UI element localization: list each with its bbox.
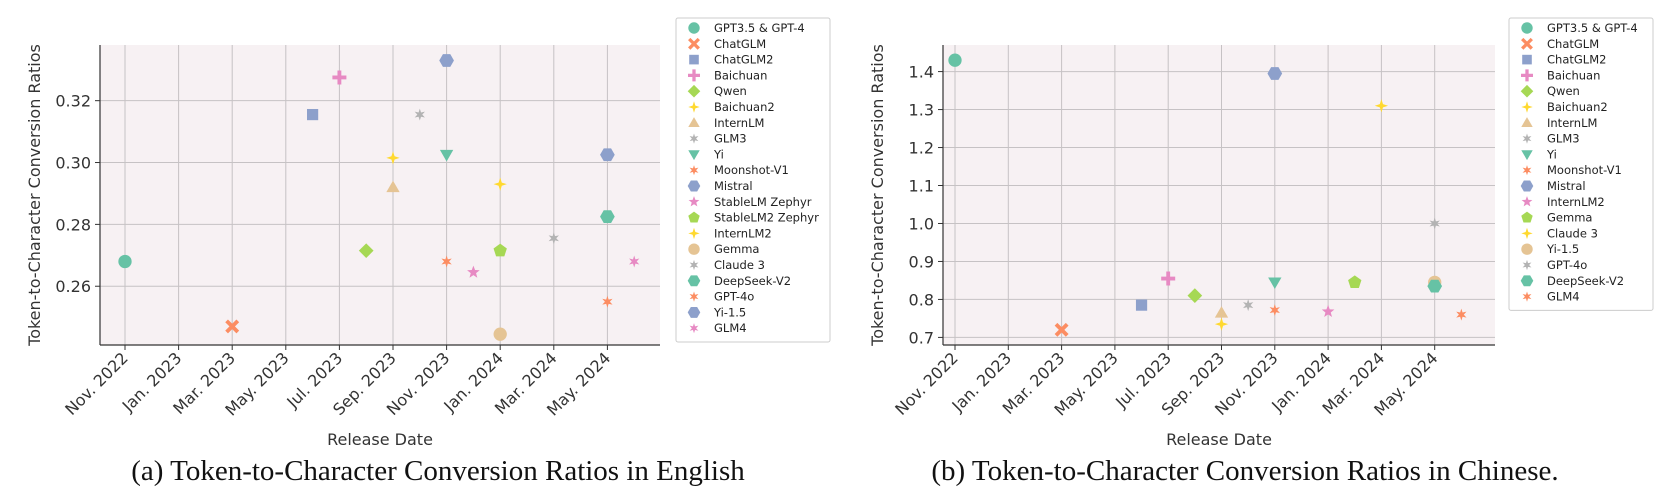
data-point-gemma: [494, 328, 507, 341]
y-tick-label: 0.8: [909, 290, 934, 309]
y-tick-label: 0.26: [55, 277, 91, 296]
legend-label: Claude 3: [1547, 226, 1598, 240]
legend-label: StableLM2 Zephyr: [714, 211, 819, 225]
x-axis-label-chinese: Release Date: [1166, 430, 1272, 449]
legend-label: InternLM2: [1547, 195, 1605, 209]
legend-marker-gpt3-5-gpt-4: [1521, 22, 1532, 33]
legend-label: GPT-4o: [1547, 258, 1587, 272]
legend-marker-yi-1-5: [1521, 244, 1532, 255]
legend-marker-chatglm2: [1522, 55, 1532, 65]
legend-label: Gemma: [714, 242, 759, 256]
y-tick-label: 1.3: [909, 101, 934, 120]
legend-label: Claude 3: [714, 258, 765, 272]
legend-label: DeepSeek-V2: [714, 274, 791, 288]
x-tick-label: Nov. 2022: [61, 348, 132, 419]
caption-english: (a) Token-to-Character Conversion Ratios…: [131, 455, 745, 487]
legend-label: GPT3.5 & GPT-4: [714, 21, 805, 35]
y-tick-label: 1.2: [909, 139, 934, 158]
data-point-chatglm2: [1136, 300, 1147, 311]
plot-area-english: [100, 45, 660, 345]
legend-label: Yi-1.5: [1546, 242, 1579, 256]
legend-label: GPT-4o: [714, 290, 754, 304]
legend-label: GPT3.5 & GPT-4: [1547, 21, 1638, 35]
legend-label: Yi: [1546, 147, 1557, 161]
legend-label: Gemma: [1547, 211, 1592, 225]
y-tick-label: 1.1: [909, 177, 934, 196]
legend-label: InternLM: [1547, 116, 1597, 130]
y-axis-label-english: Token-to-Character Conversion Ratios: [25, 44, 44, 347]
legend-english: GPT3.5 & GPT-4 ChatGLM ChatGLM2Baichuan Qwe…: [676, 18, 830, 342]
caption-chinese: (b) Token-to-Character Conversion Ratios…: [931, 455, 1558, 487]
legend-label: Baichuan2: [714, 100, 775, 114]
y-tick-label: 0.7: [909, 328, 934, 347]
legend-label: Yi: [713, 147, 724, 161]
legend-label: Moonshot-V1: [714, 163, 789, 177]
legend-label: GLM4: [714, 321, 747, 335]
legend-label: InternLM: [714, 116, 764, 130]
legend-label: GLM3: [1547, 132, 1580, 146]
legend-label: Baichuan2: [1547, 100, 1608, 114]
legend-label: InternLM2: [714, 226, 772, 240]
legend-label: Baichuan: [1547, 68, 1600, 82]
y-axis-label-chinese: Token-to-Character Conversion Ratios: [868, 44, 887, 347]
legend-label: Qwen: [1547, 84, 1580, 98]
legend-label: Yi-1.5: [713, 305, 746, 319]
legend-label: ChatGLM: [714, 37, 766, 51]
legend-label: DeepSeek-V2: [1547, 274, 1624, 288]
legend-label: Mistral: [1547, 179, 1586, 193]
y-tick-label: 0.30: [55, 154, 91, 173]
legend-label: Baichuan: [714, 68, 767, 82]
y-tick-label: 1.0: [909, 214, 934, 233]
legend-label: ChatGLM2: [714, 53, 773, 67]
legend-label: ChatGLM2: [1547, 53, 1606, 67]
legend-marker-chatglm2: [689, 55, 699, 65]
legend-label: ChatGLM: [1547, 37, 1599, 51]
y-tick-label: 0.32: [55, 92, 91, 111]
x-tick-label: Nov. 2022: [891, 348, 962, 419]
legend-label: Qwen: [714, 84, 747, 98]
data-point-chatglm2: [307, 109, 318, 120]
data-point-gpt3-5-gpt-4: [948, 54, 961, 67]
x-axis-label-english: Release Date: [327, 430, 433, 449]
legend-marker-gemma: [688, 244, 699, 255]
data-point-gpt3-5-gpt-4: [118, 255, 131, 268]
legend-label: GLM4: [1547, 290, 1580, 304]
legend-label: Mistral: [714, 179, 753, 193]
y-tick-label: 1.4: [909, 63, 934, 82]
y-tick-label: 0.9: [909, 252, 934, 271]
legend-label: Moonshot-V1: [1547, 163, 1622, 177]
plot-area-chinese: [943, 45, 1495, 345]
legend-marker-gpt3-5-gpt-4: [688, 22, 699, 33]
y-tick-label: 0.28: [55, 215, 91, 234]
legend-label: GLM3: [714, 132, 747, 146]
legend-label: StableLM Zephyr: [714, 195, 812, 209]
